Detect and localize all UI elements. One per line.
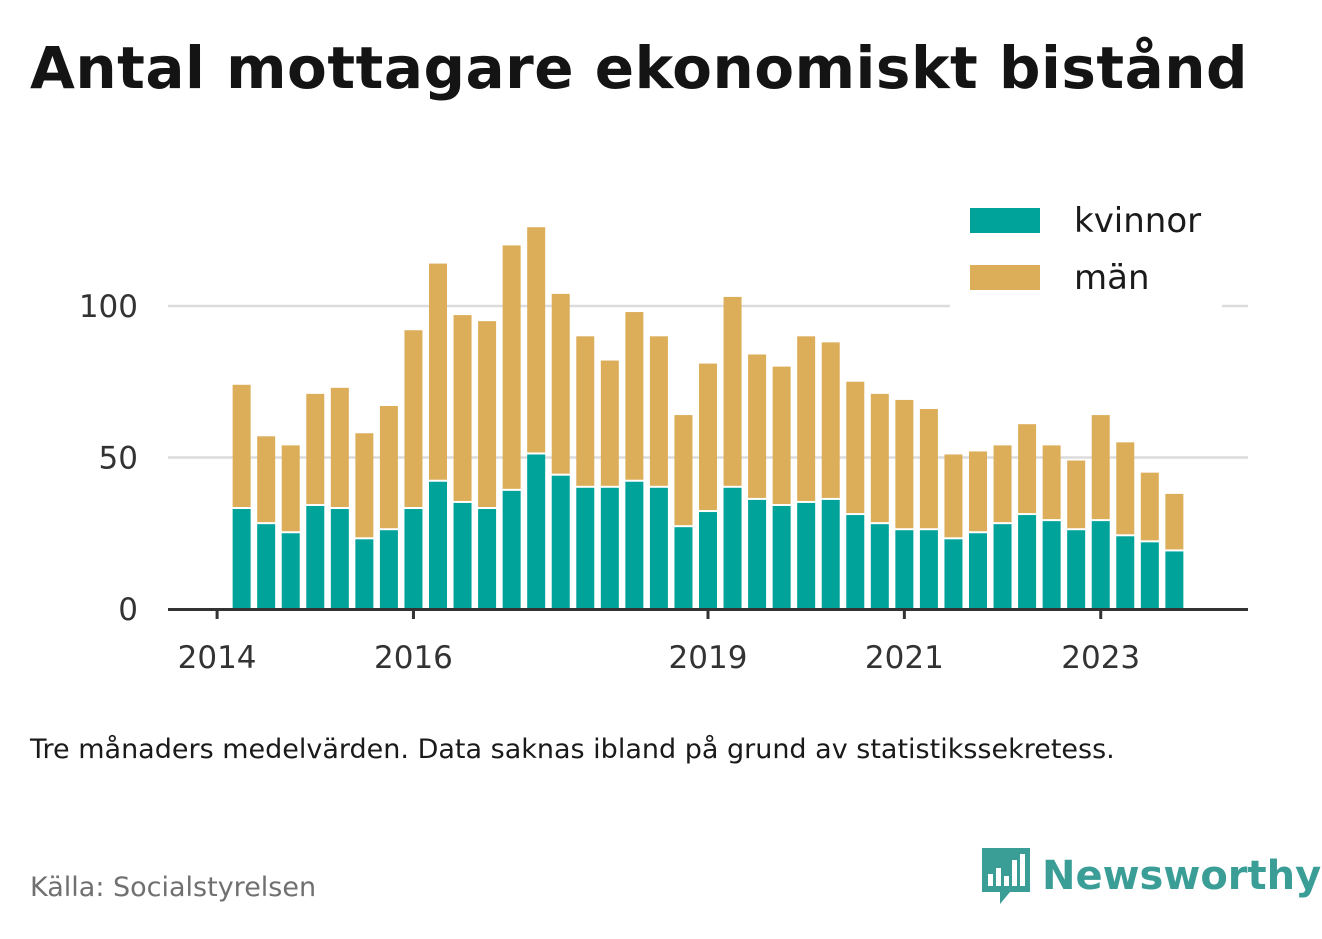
bar-man — [380, 406, 398, 528]
x-tick-label: 2023 — [1061, 640, 1140, 676]
x-tick-label: 2021 — [865, 640, 944, 676]
chart-note: Tre månaders medelvärden. Data saknas ib… — [30, 734, 1115, 765]
bar-man — [920, 409, 938, 528]
brand-name: Newsworthy — [1042, 853, 1321, 899]
bar-kvinnor — [994, 524, 1012, 609]
bar-kvinnor — [601, 488, 619, 609]
bar-kvinnor — [404, 509, 422, 609]
legend-label: män — [1074, 258, 1150, 298]
bar-man — [601, 361, 619, 486]
bar-kvinnor — [503, 491, 521, 609]
bar-kvinnor — [650, 488, 668, 609]
bar-man — [674, 415, 692, 525]
newsworthy-brand: Newsworthy — [980, 846, 1321, 906]
bar-man — [944, 454, 962, 537]
x-tick-label: 2014 — [178, 640, 257, 676]
bar-kvinnor — [724, 488, 742, 609]
bar-man — [331, 388, 349, 507]
bar-kvinnor — [1092, 521, 1110, 609]
legend-swatch — [970, 208, 1040, 233]
bar-kvinnor — [429, 482, 447, 609]
bar-man — [748, 354, 766, 497]
x-tick-label: 2016 — [374, 640, 453, 676]
bar-man — [1018, 424, 1036, 513]
legend: kvinnor män — [950, 198, 1222, 308]
bar-man — [822, 342, 840, 498]
bar-kvinnor — [306, 506, 324, 609]
y-tick-label: 50 — [99, 441, 138, 477]
bar-kvinnor — [1116, 536, 1134, 609]
bar-kvinnor — [674, 527, 692, 609]
bar-man — [625, 312, 643, 480]
bar-man — [895, 400, 913, 528]
bar-kvinnor — [331, 509, 349, 609]
stacked-bar-chart: 0 50 100 2014 2016 2019 2021 2023 kvinnor män — [0, 0, 1322, 939]
bar-man — [797, 336, 815, 501]
legend-swatch — [970, 265, 1040, 290]
y-tick-label: 0 — [118, 592, 138, 628]
bar-kvinnor — [380, 530, 398, 609]
bar-kvinnor — [478, 509, 496, 609]
bar-man — [527, 227, 545, 452]
bar-kvinnor — [773, 506, 791, 609]
bar-kvinnor — [871, 524, 889, 609]
legend-label: kvinnor — [1074, 201, 1201, 241]
bar-man — [724, 297, 742, 486]
bar-man — [650, 336, 668, 486]
bar-man — [355, 433, 373, 537]
bar-kvinnor — [1141, 542, 1159, 609]
bar-kvinnor — [1018, 515, 1036, 609]
bar-man — [576, 336, 594, 486]
source-credit: Källa: Socialstyrelsen — [30, 872, 316, 903]
bar-kvinnor — [625, 482, 643, 609]
bar-man — [1092, 415, 1110, 519]
bar-kvinnor — [454, 503, 472, 609]
bar-man — [233, 385, 251, 507]
bar-kvinnor — [748, 500, 766, 609]
bar-man — [454, 315, 472, 501]
bar-man — [257, 436, 275, 522]
y-tick-label: 100 — [79, 289, 138, 325]
bar-kvinnor — [944, 539, 962, 609]
bar-kvinnor — [1043, 521, 1061, 609]
bar-man — [773, 367, 791, 504]
bar-kvinnor — [233, 509, 251, 609]
bar-man — [1067, 461, 1085, 529]
bar-man — [282, 445, 300, 531]
bar-man — [1116, 442, 1134, 534]
bar-man — [1043, 445, 1061, 519]
bar-kvinnor — [895, 530, 913, 609]
bar-man — [429, 264, 447, 480]
bar-kvinnor — [969, 533, 987, 609]
bar-kvinnor — [699, 512, 717, 609]
bar-kvinnor — [797, 503, 815, 609]
x-tick-label: 2019 — [669, 640, 748, 676]
bar-man — [699, 364, 717, 510]
bar-kvinnor — [920, 530, 938, 609]
bar-kvinnor — [822, 500, 840, 609]
bar-man — [1141, 473, 1159, 541]
bar-man — [1165, 494, 1183, 550]
bar-man — [552, 294, 570, 474]
bar-kvinnor — [552, 476, 570, 609]
bar-kvinnor — [527, 454, 545, 609]
bar-man — [404, 330, 422, 507]
bar-kvinnor — [257, 524, 275, 609]
bar-kvinnor — [576, 488, 594, 609]
bar-man — [306, 394, 324, 504]
bar-kvinnor — [282, 533, 300, 609]
bar-man — [478, 321, 496, 507]
bar-kvinnor — [1067, 530, 1085, 609]
bar-man — [994, 445, 1012, 522]
bar-man — [871, 394, 889, 522]
bar-man — [503, 245, 521, 488]
bar-man — [969, 451, 987, 531]
newsworthy-logo-icon — [980, 846, 1032, 906]
bar-kvinnor — [355, 539, 373, 609]
bar-kvinnor — [846, 515, 864, 609]
bar-man — [846, 382, 864, 513]
bar-kvinnor — [1165, 551, 1183, 609]
